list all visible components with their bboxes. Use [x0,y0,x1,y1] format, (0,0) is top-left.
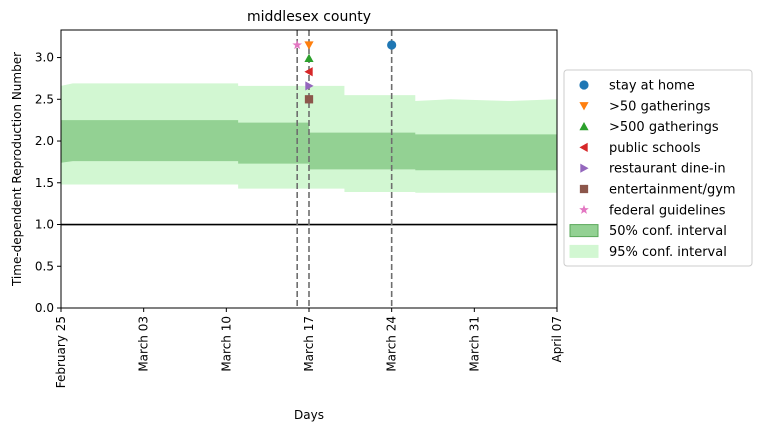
y-tick-label: 1.0 [35,218,54,232]
legend-marker [580,163,589,173]
legend-marker [579,142,588,152]
legend-box [563,69,753,267]
legend-swatch [569,224,599,238]
legend-label: >50 gatherings [609,99,711,114]
x-axis-label: Days [294,408,324,422]
x-tick-label: April 07 [550,316,564,363]
legend-label: public schools [609,141,701,156]
legend-label: >500 gatherings [609,120,719,135]
intervention-markers [292,39,397,104]
x-tick-label: March 10 [219,316,233,372]
marker-stay-at-home [387,40,397,50]
legend-swatch [569,244,599,258]
legend-marker [579,122,589,131]
legend-label: 95% conf. interval [609,245,727,260]
y-tick-label: 1.5 [35,176,54,190]
marker-federal-guidelines [292,39,302,50]
x-tick-label: March 17 [302,316,316,372]
legend-marker [579,102,589,111]
legend-label: 50% conf. interval [609,224,727,239]
y-axis-label: Time-dependent Reproduction Number [10,52,24,287]
marker-500-gatherings [304,53,314,63]
x-tick-label: February 25 [54,316,68,388]
x-tick-label: March 24 [385,316,399,372]
legend-label: restaurant dine-in [609,162,726,177]
y-tick-label: 0.5 [35,259,54,273]
chart-title: middlesex county [247,9,371,25]
marker-restaurant-dine-in [305,81,314,91]
y-tick-label: 0.0 [35,301,54,315]
x-tick-label: March 31 [467,316,481,372]
ci50-band [61,120,557,171]
legend-marker [579,204,589,214]
legend-marker [579,80,589,90]
x-tick-label: March 03 [137,316,151,372]
marker-public-schools [304,67,313,77]
y-tick-label: 2.5 [35,92,54,106]
legend-label: federal guidelines [609,203,726,218]
axes: 0.0 0.5 1.0 1.5 2.0 2.5 3.0 February 25 March 03… [35,29,564,388]
y-tick-label: 2.0 [35,134,54,148]
y-tick-label: 3.0 [35,51,54,65]
legend-label: entertainment/gym [609,183,736,198]
legend-label: stay at home [609,79,695,94]
intervention-lines [296,30,393,308]
marker-50-gatherings [304,41,314,50]
marker-entertainment-gym [304,95,314,104]
legend: stay at home >50 gatherings >500 gathering… [563,69,753,267]
legend-marker [579,184,589,194]
